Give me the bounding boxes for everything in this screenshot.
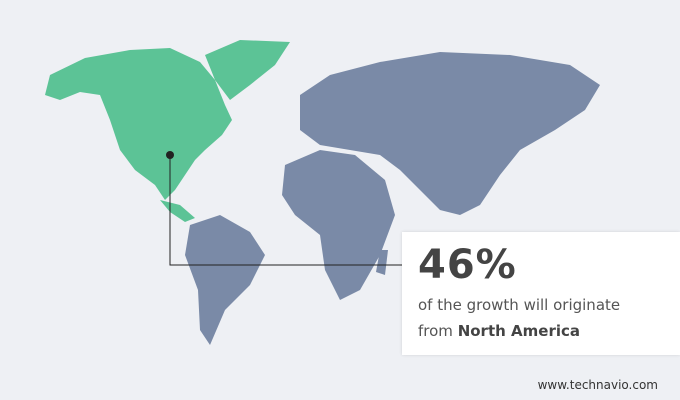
callout-text: of the growth will originate [418, 296, 621, 314]
callout-region-text: from North America [418, 322, 580, 340]
callout-prefix: from [418, 322, 453, 340]
leader-line [169, 155, 410, 266]
north-america [45, 40, 290, 222]
callout-card: 46% of the growth will originate from No… [402, 232, 680, 355]
growth-percentage: 46% [418, 242, 517, 288]
region-name: North America [457, 322, 580, 340]
source-link[interactable]: www.technavio.com [537, 378, 658, 392]
